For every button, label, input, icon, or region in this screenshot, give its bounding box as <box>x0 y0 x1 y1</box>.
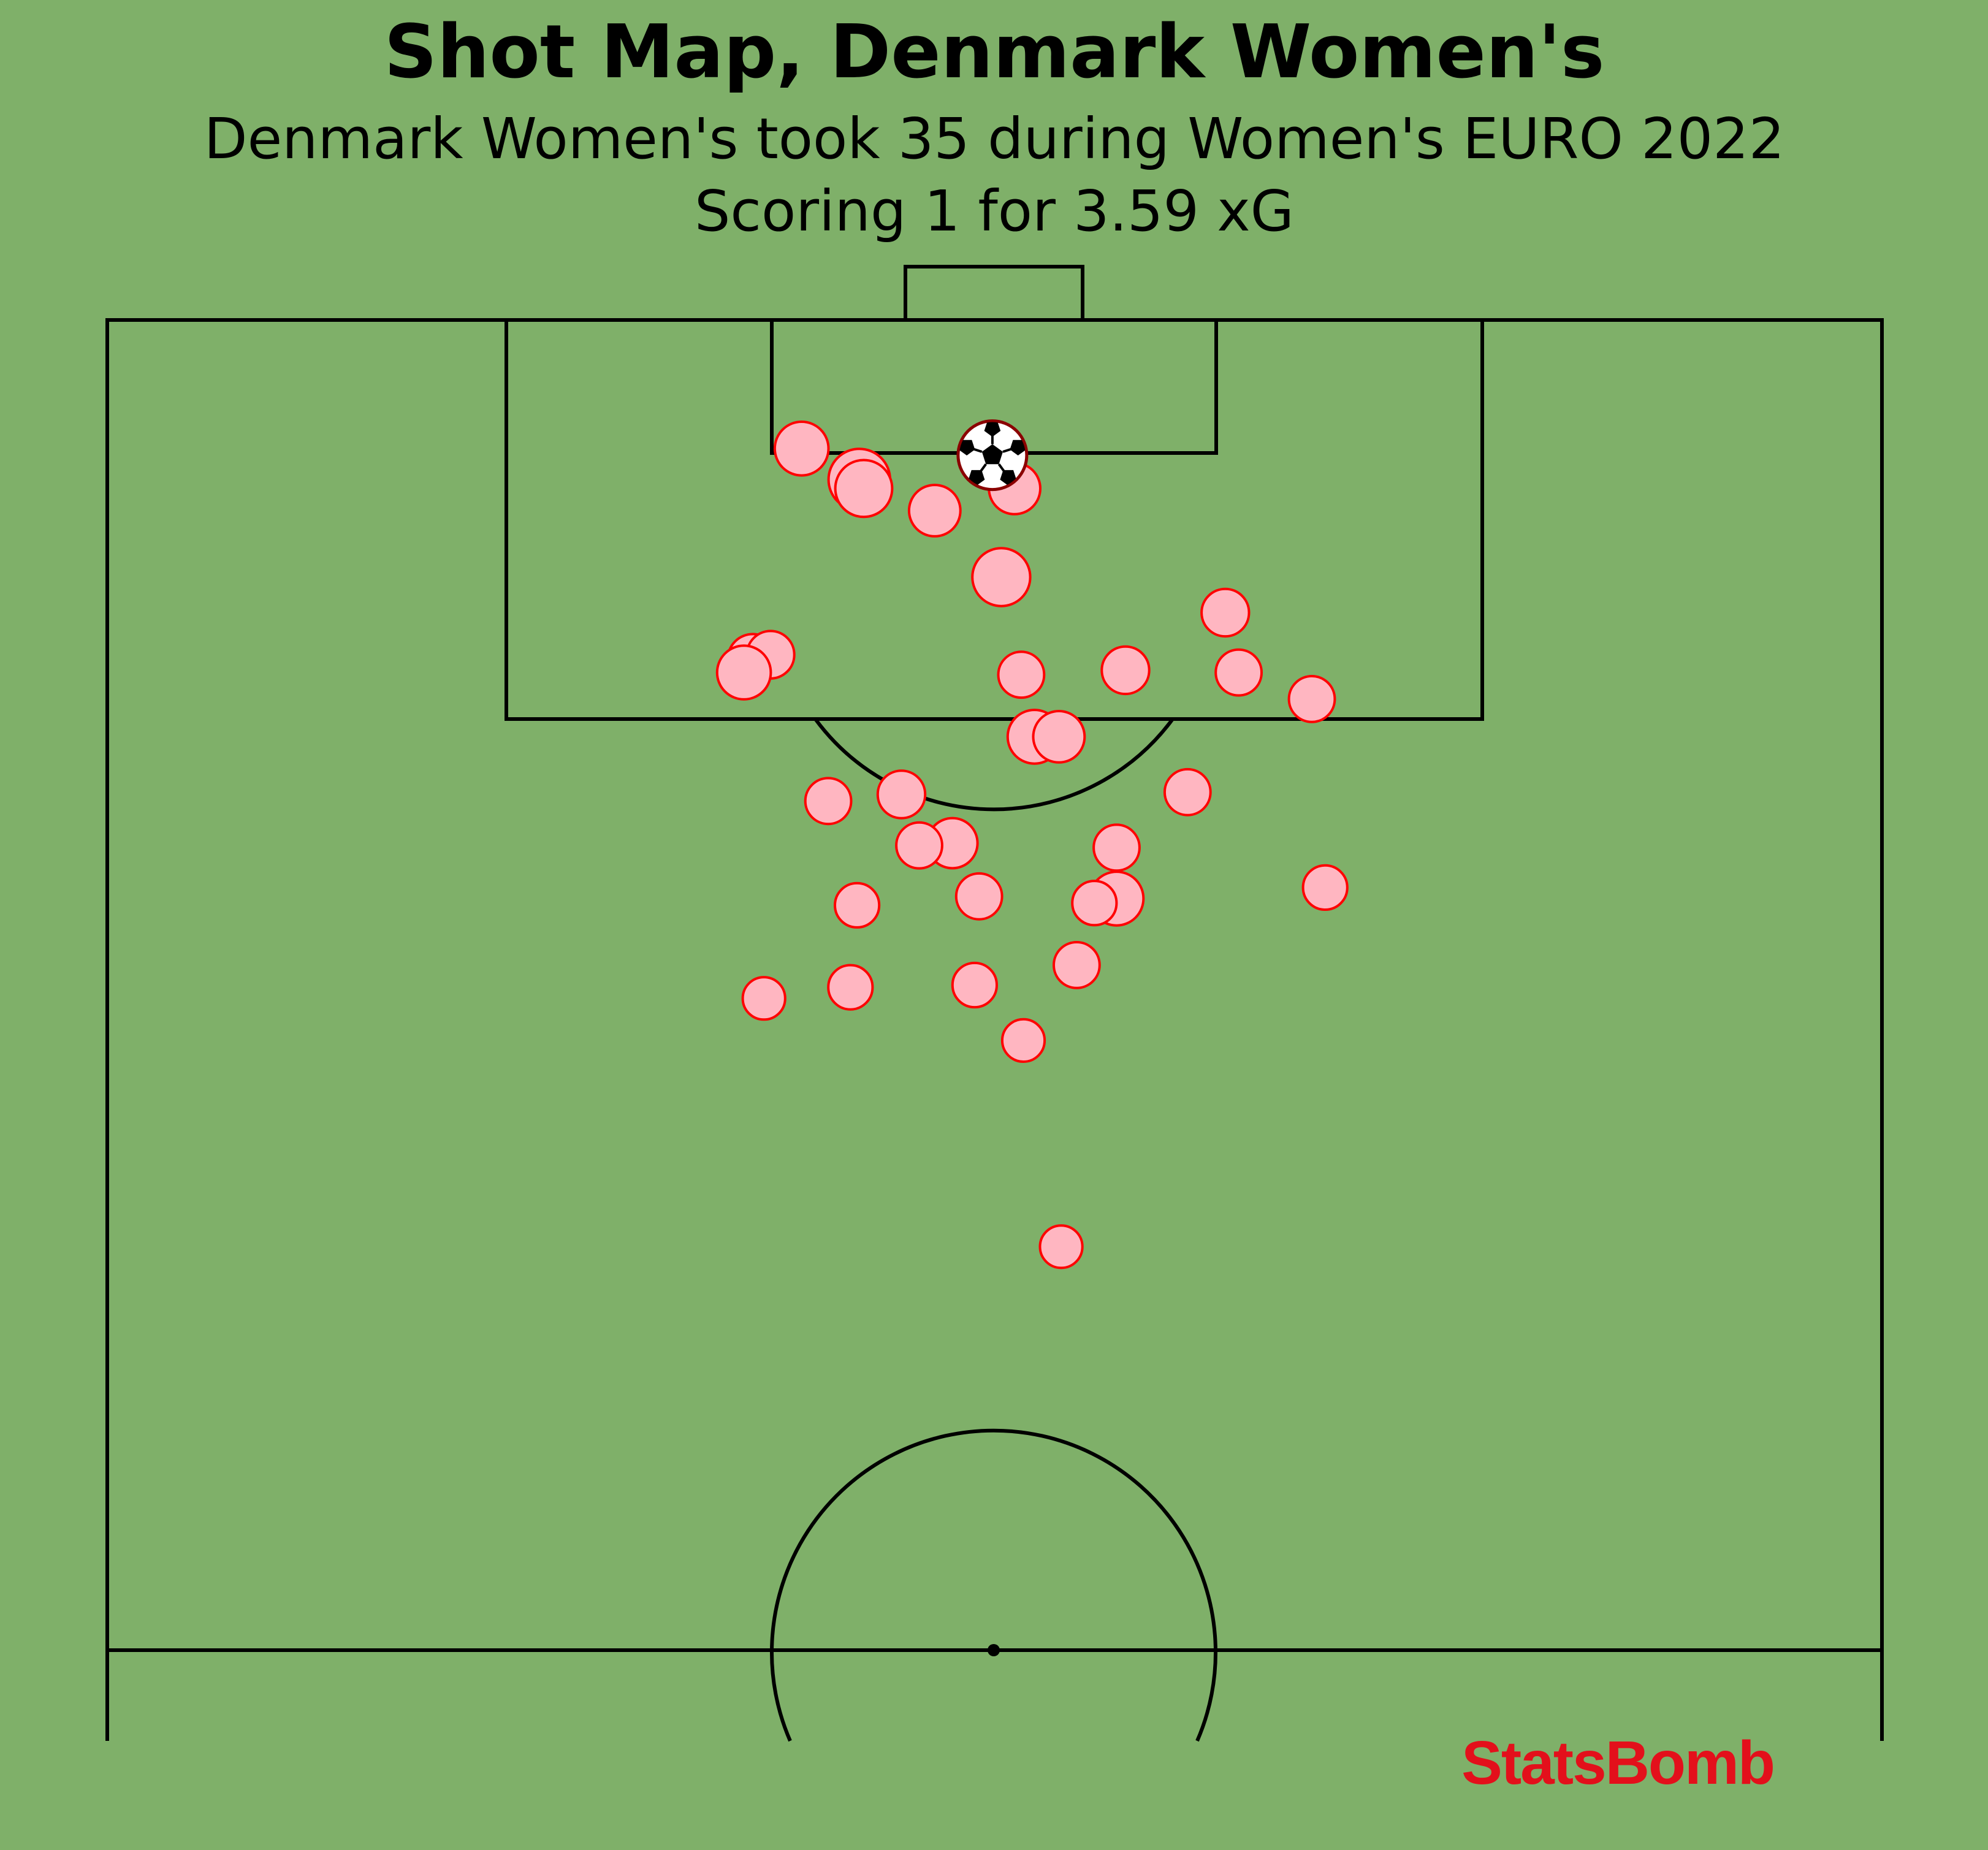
shot-marker <box>1301 864 1349 912</box>
shot-marker <box>951 961 999 1009</box>
shots-layer <box>715 419 1349 1269</box>
shot-marker <box>1287 675 1336 723</box>
shot-marker <box>827 964 874 1011</box>
shot-marker <box>1092 823 1141 872</box>
shot-marker <box>971 547 1032 607</box>
goal-frame <box>904 265 1084 320</box>
shot-marker <box>834 459 894 519</box>
shot-marker <box>1071 880 1118 927</box>
chart-subtitle-line1: Denmark Women's took 35 during Women's E… <box>204 106 1785 172</box>
shot-marker <box>1053 941 1101 989</box>
shot-marker <box>1038 1224 1084 1269</box>
centre-spot <box>988 1644 1000 1656</box>
shot-marker <box>834 881 881 929</box>
shot-marker <box>1032 710 1086 764</box>
chart-subtitle-line2: Scoring 1 for 3.59 xG <box>695 178 1294 244</box>
goal-shot-football-icon <box>956 419 1029 492</box>
shot-marker <box>804 777 853 826</box>
shot-marker <box>876 769 927 820</box>
chart-title: Shot Map, Denmark Women's <box>384 10 1605 95</box>
penalty-arc <box>813 718 1175 812</box>
shot-marker <box>1100 645 1151 696</box>
shot-marker <box>954 872 1004 921</box>
shot-marker <box>895 821 943 870</box>
centre-circle <box>770 1428 1217 1742</box>
shot-marker <box>715 644 772 701</box>
shot-marker <box>1000 1018 1046 1064</box>
shot-marker <box>741 976 786 1021</box>
shot-marker <box>997 650 1046 699</box>
shot-marker <box>907 484 962 538</box>
shot-marker <box>773 421 830 477</box>
shot-marker <box>1200 587 1251 638</box>
shot-marker <box>1214 648 1263 697</box>
statsbomb-logo: StatsBomb <box>1461 1729 1774 1797</box>
shot-marker <box>1163 767 1212 817</box>
